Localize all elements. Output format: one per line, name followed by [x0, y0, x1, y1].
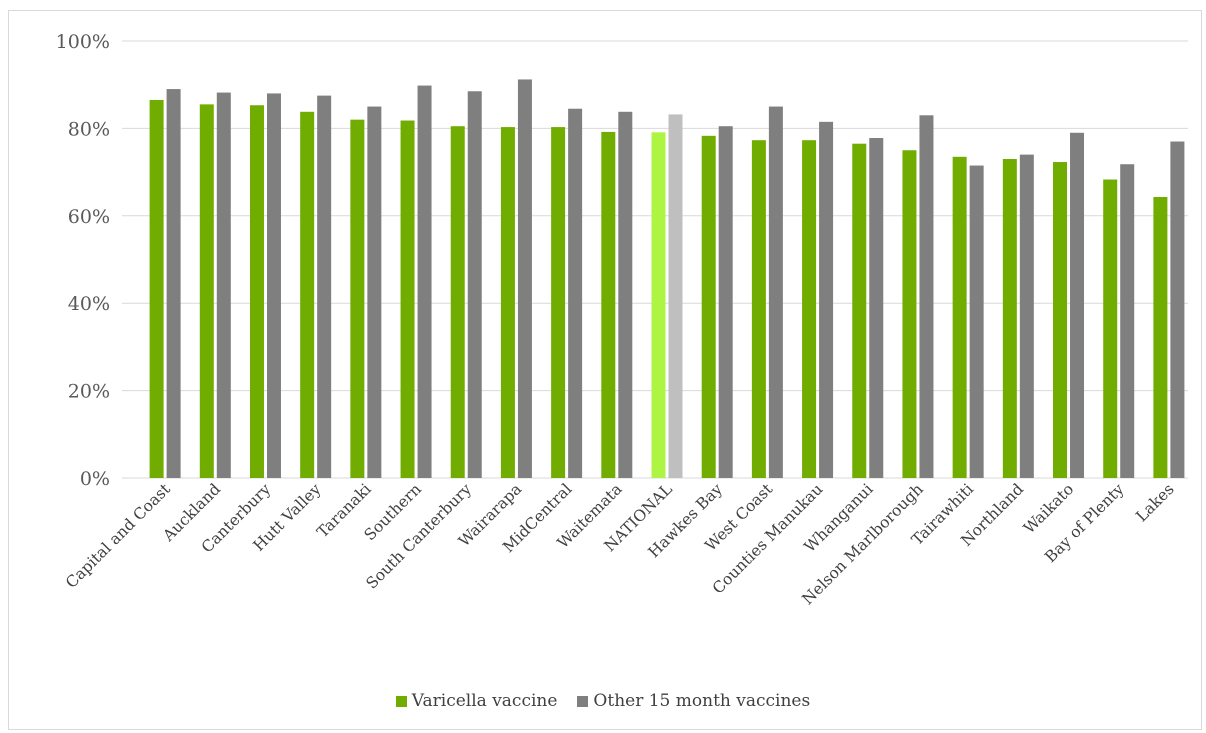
bar-other-vaccines	[919, 115, 934, 478]
bar-varicella	[651, 132, 666, 478]
y-tick-label: 40%	[68, 293, 110, 315]
bar-varicella	[551, 127, 566, 479]
bar-other-vaccines	[266, 93, 281, 478]
bar-varicella	[701, 135, 716, 479]
bar-varicella	[199, 104, 214, 479]
y-tick-label: 0%	[80, 468, 110, 490]
bar-varicella	[1153, 197, 1168, 478]
x-category-label: Lakes	[1132, 480, 1177, 525]
bar-other-vaccines	[819, 121, 834, 478]
bar-other-vaccines	[568, 108, 583, 479]
bar-varicella	[1053, 162, 1068, 478]
bar-other-vaccines	[317, 95, 332, 478]
legend-swatch-other	[577, 695, 589, 707]
legend-item-varicella: Varicella vaccine	[395, 691, 558, 711]
bar-varicella	[400, 120, 415, 478]
bar-other-vaccines	[1120, 164, 1135, 478]
bar-varicella	[350, 119, 365, 478]
bar-other-vaccines	[869, 138, 884, 478]
bar-other-vaccines	[517, 79, 532, 479]
x-category-label: Capital and Coast	[62, 480, 174, 592]
x-axis-category-labels: Capital and CoastAucklandCanterburyHutt …	[62, 480, 1178, 609]
bar-varicella	[450, 126, 465, 478]
bar-varicella	[751, 140, 766, 478]
bar-other-vaccines	[1019, 154, 1034, 478]
legend-label-varicella: Varicella vaccine	[411, 691, 558, 711]
bar-other-vaccines	[718, 126, 733, 478]
bar-varicella	[952, 156, 967, 478]
y-tick-label: 80%	[68, 118, 110, 140]
bar-varicella	[249, 105, 264, 478]
bar-other-vaccines	[668, 114, 683, 478]
bar-varicella	[601, 131, 616, 478]
legend-swatch-varicella	[395, 695, 407, 707]
y-tick-label: 20%	[68, 381, 110, 403]
bar-varicella	[1103, 179, 1118, 479]
y-tick-label: 100%	[56, 31, 110, 53]
bar-other-vaccines	[367, 106, 382, 479]
bar-other-vaccines	[467, 91, 482, 478]
bar-other-vaccines	[768, 106, 783, 479]
bar-varicella	[802, 140, 817, 478]
bar-other-vaccines	[1170, 141, 1185, 478]
bar-other-vaccines	[618, 111, 633, 478]
bar-varicella	[1002, 158, 1017, 479]
bar-other-vaccines	[166, 89, 181, 478]
bar-other-vaccines	[417, 85, 432, 478]
bar-varicella	[300, 111, 315, 478]
legend-item-other: Other 15 month vaccines	[577, 691, 810, 711]
bar-other-vaccines	[216, 92, 231, 478]
bar-other-vaccines	[969, 165, 984, 479]
bars	[149, 79, 1185, 479]
y-axis-tick-labels: 0% 20% 40% 60% 80% 100%	[56, 31, 110, 490]
legend: Varicella vaccine Other 15 month vaccine…	[0, 691, 1206, 711]
bar-varicella	[852, 143, 867, 478]
bar-varicella	[902, 150, 917, 478]
bar-varicella	[149, 99, 164, 479]
legend-label-other: Other 15 month vaccines	[593, 691, 811, 711]
bar-varicella	[500, 127, 515, 479]
y-tick-label: 60%	[68, 206, 110, 228]
bar-other-vaccines	[1070, 132, 1085, 478]
